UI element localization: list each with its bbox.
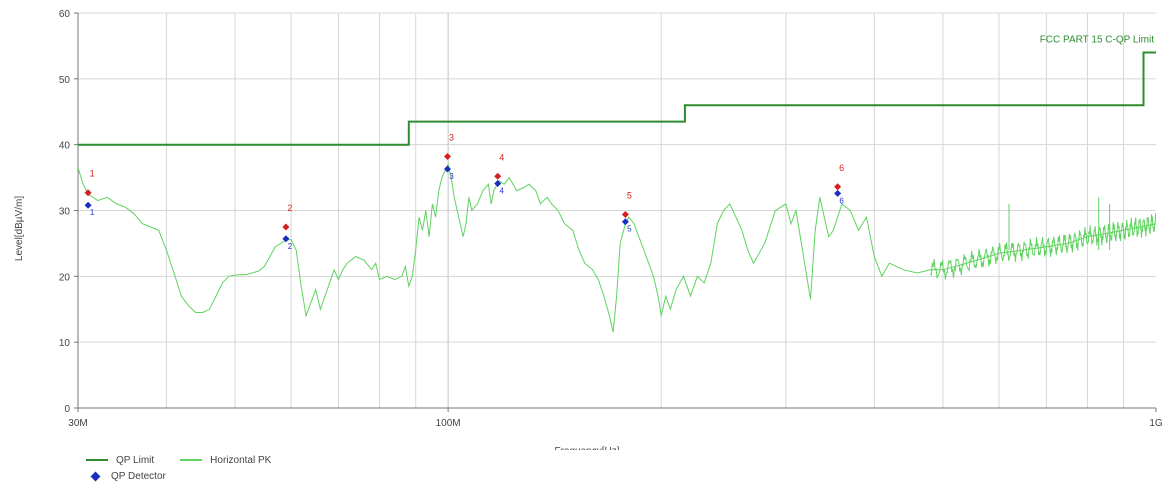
marker-pk-point xyxy=(444,153,452,161)
marker-pk-label: 6 xyxy=(839,163,844,173)
chart-legend: QP Limit Horizontal PK QP Detector xyxy=(86,452,297,484)
marker-pk-label: 1 xyxy=(90,169,95,179)
marker-pk-point xyxy=(621,210,629,218)
marker-qp-label: 2 xyxy=(288,242,293,251)
marker-pk-point xyxy=(834,183,842,191)
limit-line-label: FCC PART 15 C-QP Limit xyxy=(1040,35,1155,46)
marker-pk-point xyxy=(494,172,502,180)
marker-pk-label: 5 xyxy=(627,190,632,200)
y-tick-label: 20 xyxy=(59,272,71,283)
marker-qp-point xyxy=(444,165,452,173)
legend-swatch-horizontal-pk xyxy=(180,459,203,461)
marker-qp-point xyxy=(84,201,92,209)
x-tick-label: 100M xyxy=(436,418,461,429)
marker-pk-label: 4 xyxy=(499,152,504,162)
marker-qp-label: 5 xyxy=(627,225,632,234)
series-qp-limit xyxy=(78,51,1156,146)
marker-qp-label: 4 xyxy=(499,187,504,196)
marker-pk-label: 2 xyxy=(287,203,292,213)
legend-label-qp-limit: QP Limit xyxy=(116,454,155,466)
marker-pk-point xyxy=(84,189,92,197)
y-tick-label: 0 xyxy=(64,404,70,415)
legend-item-qp-detector: QP Detector xyxy=(86,471,166,482)
y-axis-title: Level[dBµV/m] xyxy=(14,196,25,261)
marker-qp-point xyxy=(621,218,629,226)
y-tick-label: 40 xyxy=(59,141,71,152)
legend-item-horizontal-pk: Horizontal PK xyxy=(180,455,271,466)
series-horizontal-pk-noise xyxy=(929,213,1157,280)
x-axis-title: Frequency[Hz] xyxy=(554,446,619,450)
marker-qp-point xyxy=(494,180,502,188)
y-tick-label: 60 xyxy=(59,9,71,20)
legend-swatch-qp-detector xyxy=(90,471,101,481)
series-horizontal-pk xyxy=(77,162,1157,333)
legend-label-qp-detector: QP Detector xyxy=(111,470,166,482)
marker-qp-label: 1 xyxy=(90,208,95,217)
marker-qp-point xyxy=(834,189,842,197)
legend-item-qp-limit: QP Limit xyxy=(86,455,154,466)
y-tick-label: 50 xyxy=(59,75,71,86)
x-tick-label: 30M xyxy=(68,418,87,429)
marker-qp-label: 3 xyxy=(449,172,454,181)
x-tick-label: 1G xyxy=(1149,418,1163,429)
marker-pk-label: 3 xyxy=(449,133,454,143)
legend-label-horizontal-pk: Horizontal PK xyxy=(210,454,272,466)
emission-chart-plot: 0 10 20 30 40 50 60 30M 100M 1G Frequency[Hz] Level… xyxy=(14,9,1163,457)
y-tick-label: 10 xyxy=(59,338,71,349)
y-tick-label: 30 xyxy=(59,207,71,218)
marker-pk-point xyxy=(282,223,290,231)
marker-qp-label: 6 xyxy=(839,196,844,205)
marker-qp-point xyxy=(282,235,290,243)
legend-swatch-qp-limit xyxy=(86,459,108,461)
